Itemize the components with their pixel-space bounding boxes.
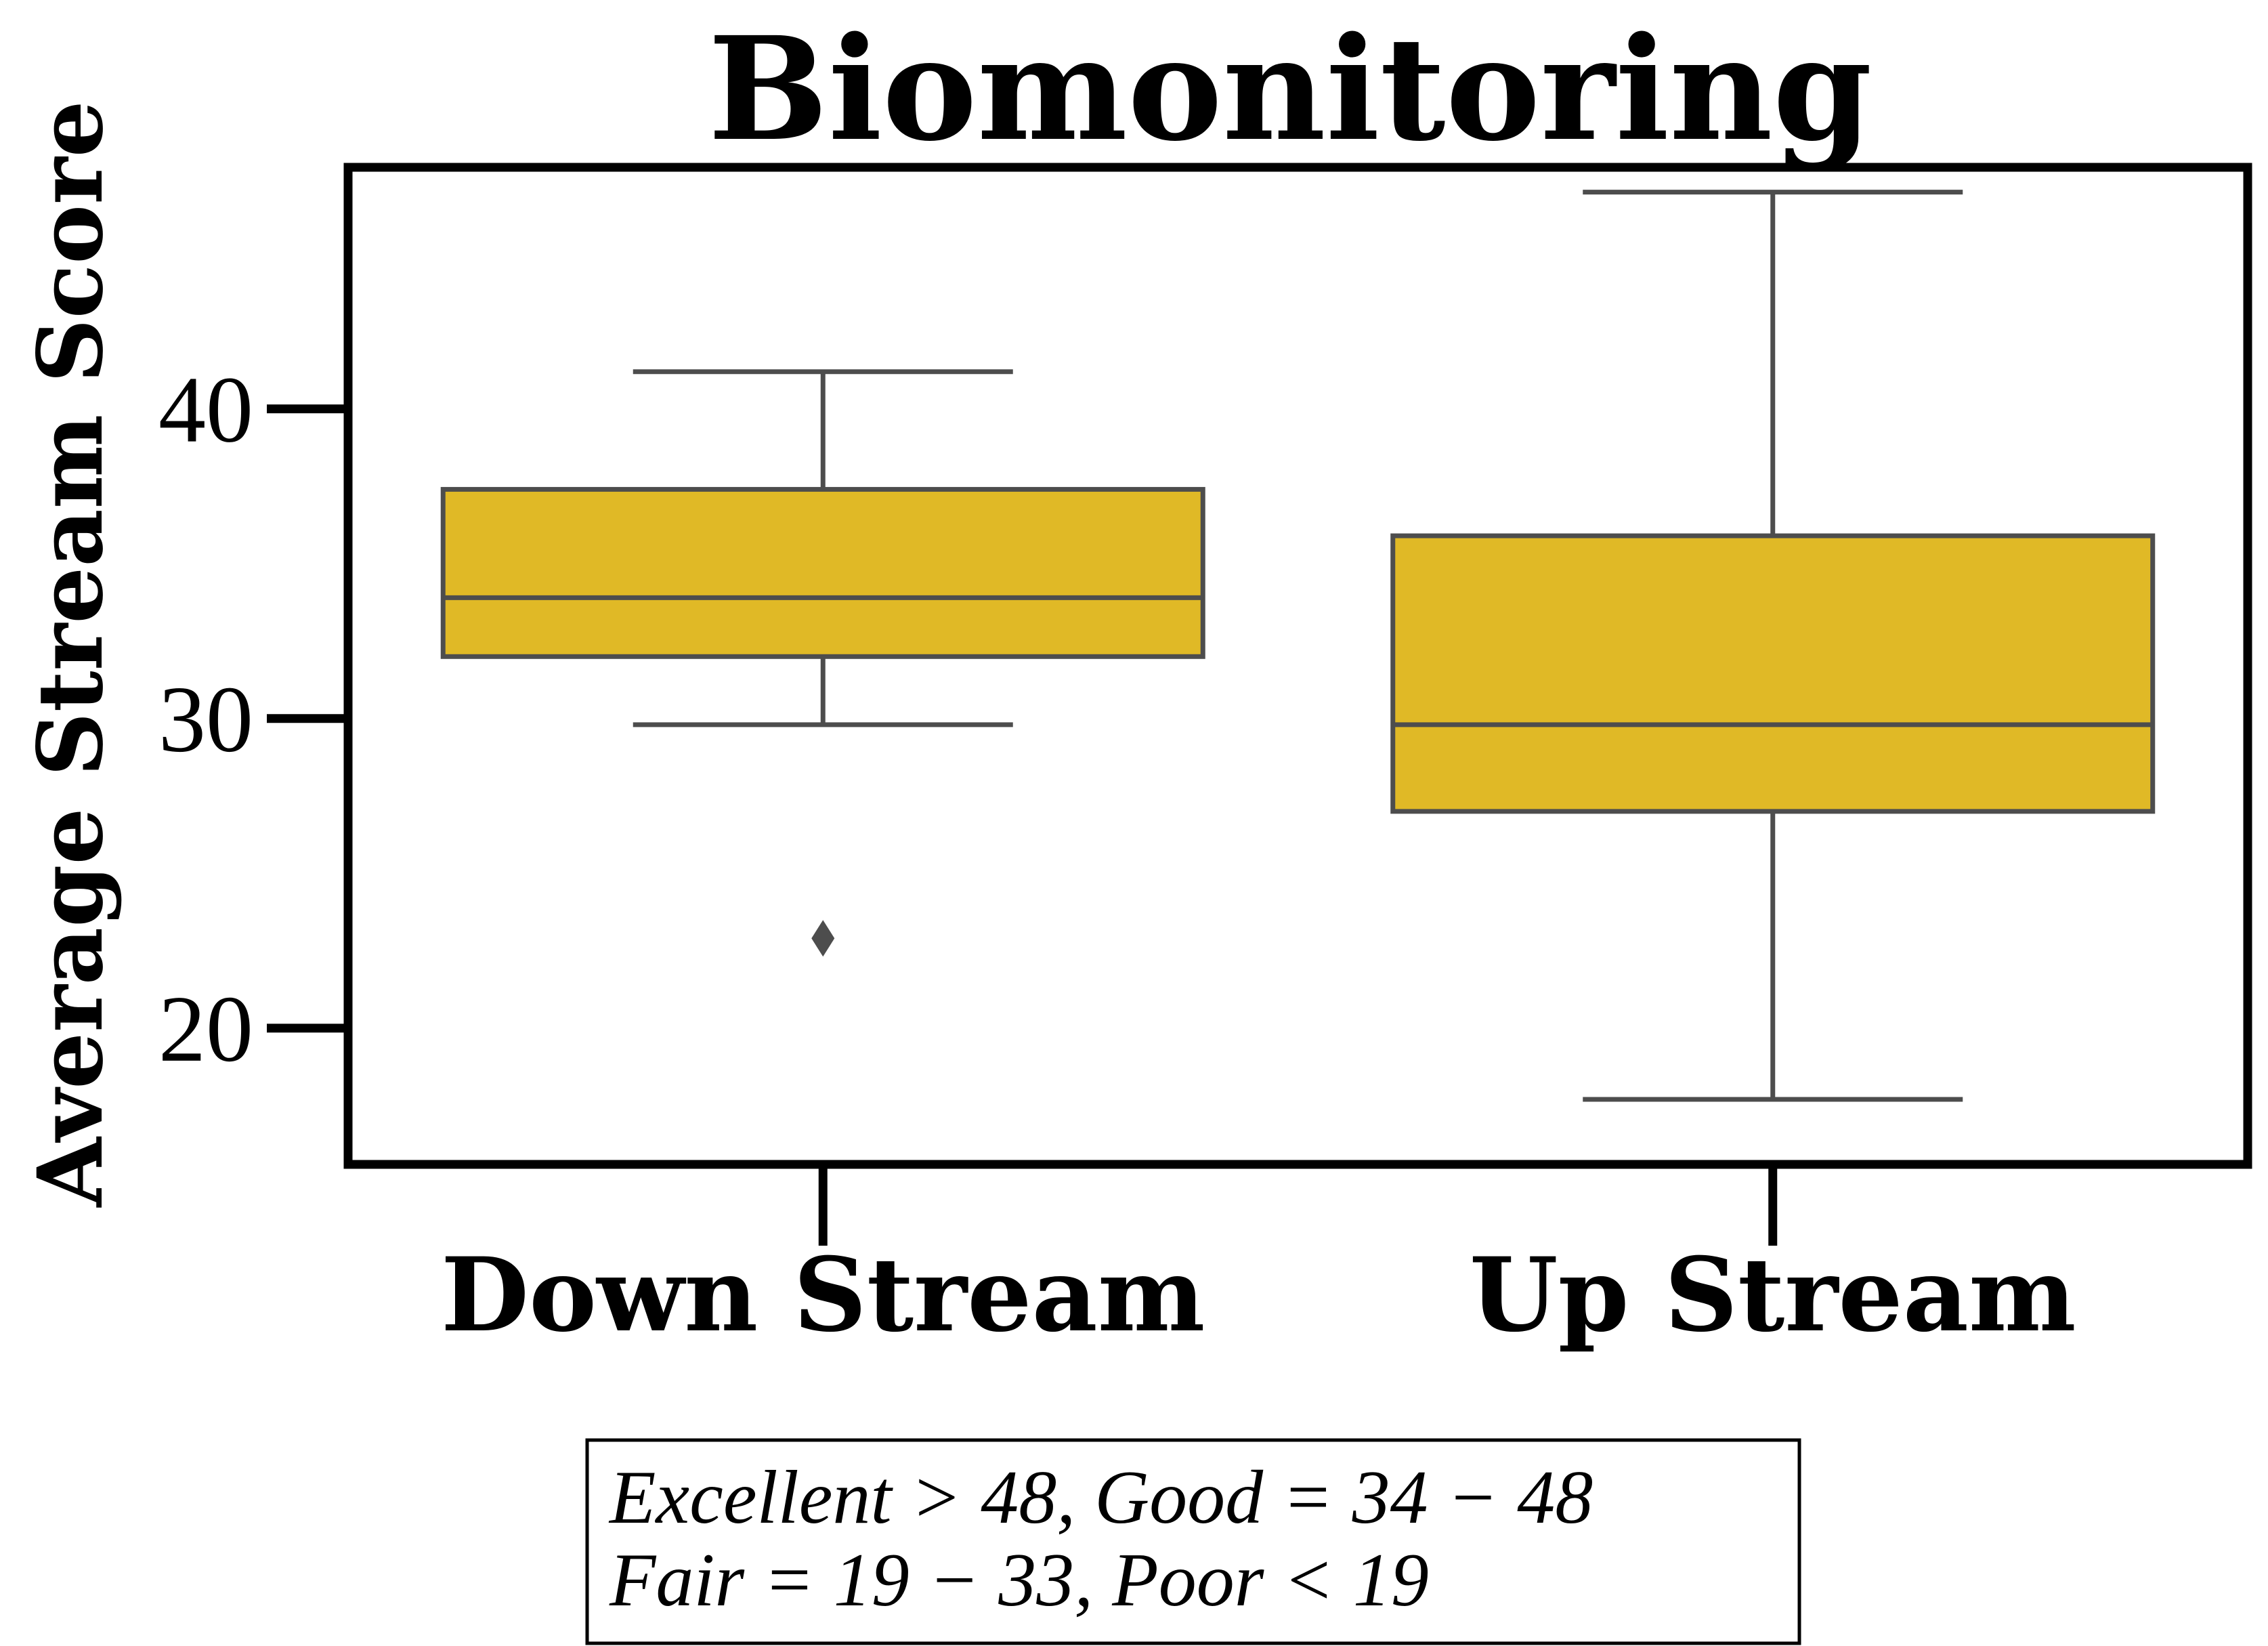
box-down-stream — [440, 486, 1205, 659]
legend-line-1: Excellent > 48, Good = 34 − 48 — [608, 1456, 1593, 1540]
x-axis-ticks: Down Stream Up Stream — [441, 1164, 2076, 1355]
chart-title: Biomonitoring — [708, 5, 1872, 173]
y-tick-label-30: 30 — [158, 667, 253, 772]
x-tick-label-down-stream: Down Stream — [441, 1236, 1205, 1355]
box-up-stream — [1390, 533, 2156, 814]
plot-frame — [343, 163, 2252, 1169]
legend-box — [585, 1438, 1801, 1645]
x-tick-label-up-stream: Up Stream — [1470, 1236, 2076, 1355]
plot-marks — [440, 190, 2156, 1102]
legend-line-2: Fair = 19 − 33, Poor < 19 — [609, 1538, 1429, 1622]
y-axis-ticks: 20 30 40 — [158, 358, 348, 1082]
y-tick-label-20: 20 — [158, 977, 253, 1082]
outlier-down-stream-0 — [811, 920, 835, 957]
box-group-down-stream — [440, 369, 1205, 957]
y-tick-label-40: 40 — [158, 358, 253, 463]
box-group-up-stream — [1390, 190, 2156, 1102]
y-axis-label: Average Stream Score — [18, 100, 123, 1208]
